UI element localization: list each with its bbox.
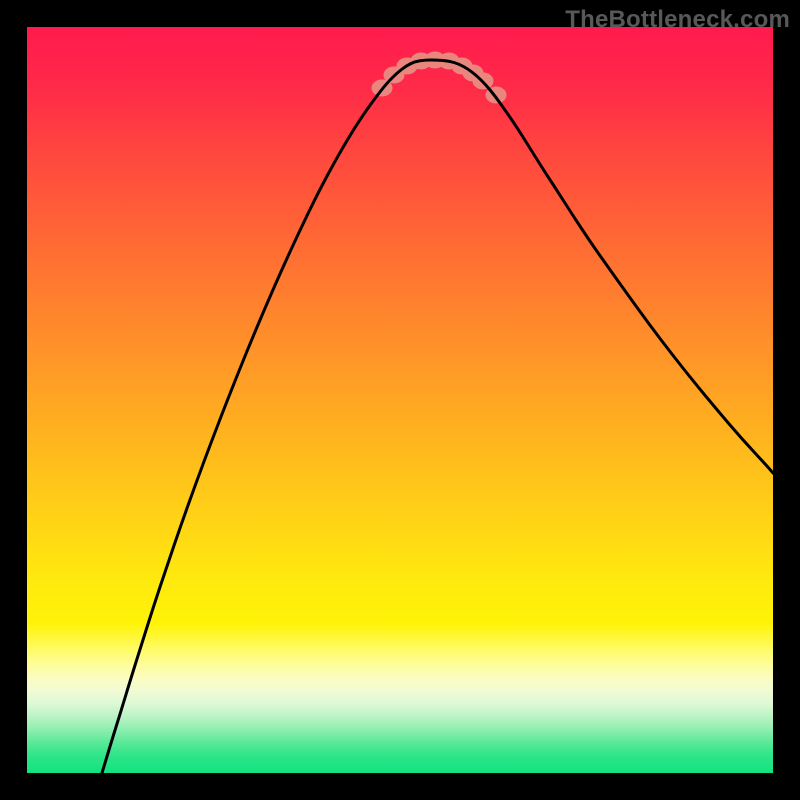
bottleneck-chart bbox=[0, 0, 800, 800]
gradient-background bbox=[27, 27, 773, 773]
watermark-text: TheBottleneck.com bbox=[565, 6, 790, 34]
chart-frame: TheBottleneck.com bbox=[0, 0, 800, 800]
